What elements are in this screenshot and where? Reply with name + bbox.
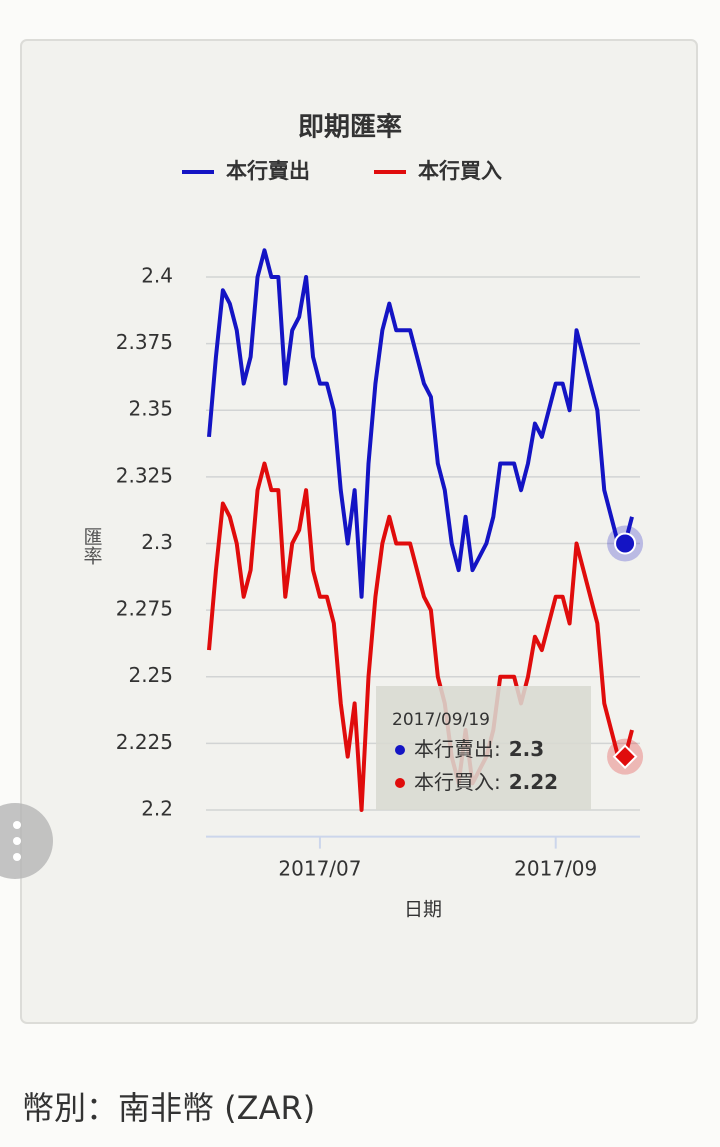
side-menu[interactable] — [0, 803, 53, 879]
tooltip-title: 2017/09/19 — [392, 710, 490, 730]
x-tick-label: 2017/09 — [514, 857, 597, 881]
y-tick-label: 2.325 — [116, 463, 173, 487]
x-axis-title: 日期 — [404, 899, 442, 921]
menu-button[interactable] — [0, 803, 53, 879]
legend-label: 本行賣出 — [226, 159, 310, 183]
hover-marker — [614, 532, 637, 555]
series-line — [207, 461, 634, 812]
y-tick-label: 2.2 — [141, 796, 173, 820]
tooltip-separator: : — [494, 770, 501, 794]
tooltip-dot — [395, 778, 405, 788]
tooltip-row: 本行買入: 2.22 — [414, 770, 558, 794]
tooltip-box — [376, 686, 591, 810]
tooltip-separator: : — [494, 737, 501, 761]
currency-label: 幣別：南非幣 (ZAR) — [22, 1089, 315, 1127]
y-tick-label: 2.225 — [116, 730, 173, 754]
tooltip-value: 2.22 — [509, 770, 558, 794]
series-line — [207, 248, 634, 599]
tooltip-series-name: 本行賣出 — [414, 737, 494, 761]
tooltip-value: 2.3 — [509, 737, 544, 761]
tooltip-series-name: 本行買入 — [414, 770, 494, 794]
menu-dot — [13, 821, 21, 829]
y-tick-label: 2.375 — [116, 330, 173, 354]
y-tick-label: 2.25 — [128, 663, 173, 687]
y-axis-title: 匯率 — [81, 527, 103, 565]
tooltip-row: 本行賣出: 2.3 — [414, 737, 544, 761]
tooltip-dot — [395, 745, 405, 755]
chart-title: 即期匯率 — [298, 112, 402, 143]
legend-label: 本行買入 — [418, 159, 502, 183]
x-tick-label: 2017/07 — [278, 857, 361, 881]
menu-dot — [13, 853, 21, 861]
y-tick-label: 2.3 — [141, 530, 173, 554]
hover-marker — [612, 744, 638, 770]
y-tick-label: 2.35 — [128, 397, 173, 421]
y-tick-label: 2.4 — [141, 263, 173, 287]
menu-dot — [13, 837, 21, 845]
y-tick-label: 2.275 — [116, 597, 173, 621]
